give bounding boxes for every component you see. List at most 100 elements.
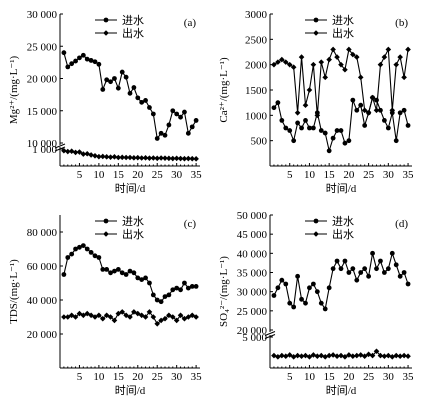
data-point: [326, 56, 332, 63]
y-tick-label: 2000: [245, 60, 268, 72]
data-point: [299, 125, 304, 131]
chart-panel-a: 5 10 15 20 25 30 35 10 000 15 000 20 000 25 000 30 …: [8, 9, 202, 195]
data-point: [134, 310, 141, 317]
data-point: [389, 354, 396, 360]
y-tick-label: 40 000: [27, 295, 58, 307]
data-point: [123, 272, 129, 277]
data-point: [271, 61, 277, 68]
data-point: [279, 352, 285, 359]
data-point: [154, 297, 160, 303]
data-point: [370, 250, 375, 256]
legend-marker: [313, 218, 319, 224]
y-tick-label: 40 000: [237, 248, 268, 260]
data-point: [350, 97, 356, 103]
y-tick-label: 60 000: [27, 261, 58, 273]
data-point: [326, 285, 332, 291]
data-point: [169, 155, 176, 162]
data-point: [134, 154, 141, 161]
data-point: [378, 258, 383, 264]
data-point: [193, 156, 199, 162]
y-tick-label: 20 000: [27, 329, 58, 341]
data-point: [189, 155, 196, 162]
data-point: [73, 58, 78, 64]
data-point: [302, 102, 309, 108]
data-point: [150, 314, 157, 320]
data-point: [115, 310, 122, 317]
data-point: [146, 309, 153, 315]
data-point: [182, 280, 187, 286]
data-point: [162, 294, 168, 299]
data-point: [174, 285, 180, 291]
legend-label: 进水: [122, 215, 144, 228]
data-point: [322, 74, 329, 81]
data-point: [353, 352, 360, 359]
data-point: [326, 148, 332, 154]
data-point: [138, 155, 145, 161]
y-tick-label: 45 000: [237, 229, 268, 241]
data-point: [385, 266, 391, 272]
data-point: [378, 107, 383, 113]
data-point: [158, 130, 164, 136]
axis-break-mark: [264, 331, 276, 336]
y-tick-label: 35 000: [237, 268, 268, 280]
data-point: [295, 120, 301, 126]
data-point: [111, 154, 118, 160]
x-tick-label: 20: [343, 371, 355, 383]
data-point: [350, 51, 356, 58]
y-tick-label: 10 000: [27, 138, 58, 150]
y-axis-label: SO₄²⁻/(mg·L⁻¹): [218, 256, 230, 327]
legend-label: 进水: [332, 215, 354, 228]
data-point: [143, 275, 148, 281]
data-point: [182, 109, 187, 115]
x-tick-label: 10: [93, 371, 105, 383]
data-point: [358, 270, 364, 275]
x-tick-label: 10: [304, 371, 316, 383]
data-point: [181, 155, 188, 162]
x-axis-label: 时间/d: [326, 182, 357, 195]
data-point: [147, 105, 152, 110]
x-axis-label: 时间/d: [115, 384, 146, 397]
data-point: [142, 155, 149, 161]
data-point: [170, 108, 176, 114]
data-point: [119, 309, 126, 315]
series-influent: [271, 95, 411, 154]
data-point: [147, 280, 152, 286]
data-point: [139, 99, 145, 105]
data-point: [318, 59, 325, 65]
data-point: [88, 58, 94, 63]
data-point: [173, 317, 180, 324]
y-tick-label: 1 000: [32, 144, 57, 156]
data-point: [279, 277, 285, 283]
data-point: [100, 267, 106, 272]
data-point: [326, 352, 332, 359]
data-point: [286, 352, 293, 358]
data-point: [393, 262, 399, 268]
data-point: [104, 77, 110, 83]
chart-panel-c: 5 10 15 20 25 30 35 20 000 40 000 60 000 80 000 时间/…: [8, 215, 202, 397]
data-point: [127, 268, 133, 274]
data-point: [80, 52, 86, 58]
series-influent: [271, 250, 411, 312]
data-point: [119, 270, 125, 276]
legend-label: 出水: [332, 26, 354, 40]
y-axis-label: Ca²⁺/(mg·L⁻¹): [218, 57, 230, 123]
data-point: [275, 354, 281, 360]
legend-marker: [313, 17, 319, 23]
data-point: [92, 59, 98, 65]
data-point: [104, 267, 110, 272]
data-point: [307, 285, 312, 291]
panel-label: (a): [184, 17, 197, 29]
data-point: [358, 102, 364, 108]
data-point: [287, 300, 293, 306]
data-point: [338, 128, 344, 133]
data-point: [377, 61, 384, 68]
x-tick-label: 35: [403, 371, 415, 383]
data-point: [350, 353, 356, 360]
legend-marker: [103, 30, 109, 36]
data-point: [310, 61, 317, 68]
x-tick-label: 5: [287, 169, 293, 181]
data-point: [61, 272, 67, 277]
data-point: [381, 270, 387, 275]
data-point: [138, 312, 145, 319]
